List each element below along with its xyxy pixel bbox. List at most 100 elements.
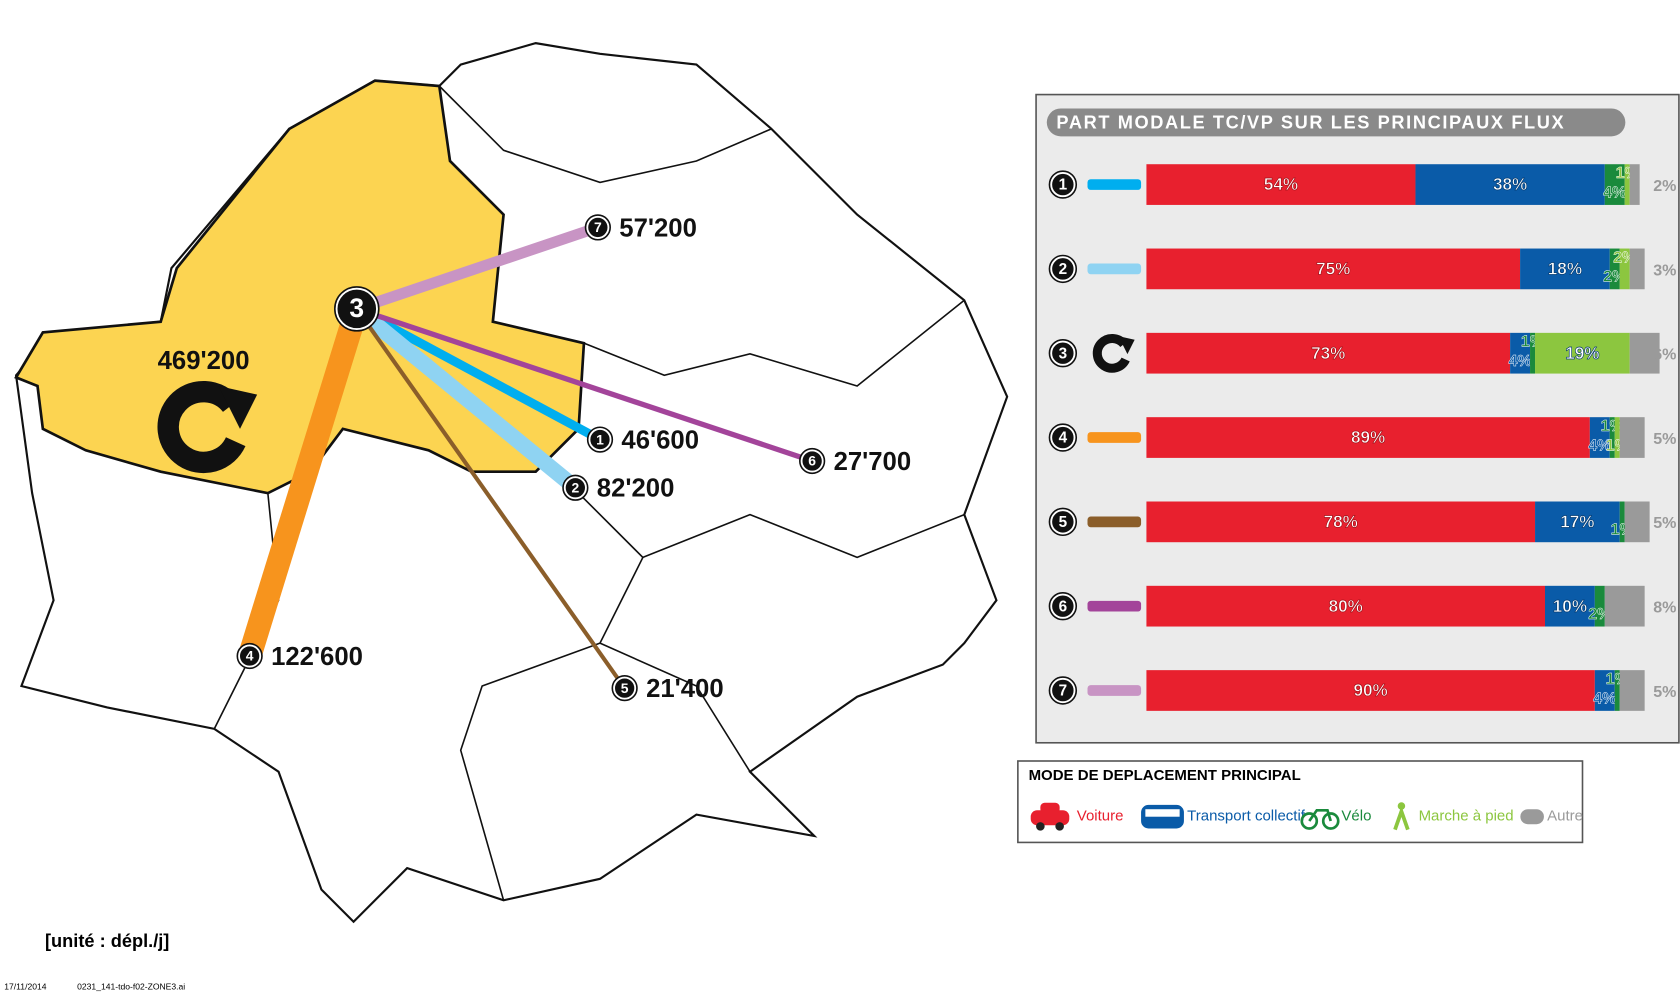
bar-segment xyxy=(1629,164,1640,205)
bar-segment xyxy=(1415,164,1605,205)
number-badge-label: 3 xyxy=(1059,345,1068,362)
legend-icon xyxy=(1145,809,1180,817)
loop-arrowhead xyxy=(218,386,258,429)
number-badge-ring xyxy=(1048,591,1078,621)
footer-date: 17/11/2014 xyxy=(4,981,46,991)
value-label: 5% xyxy=(1653,430,1676,448)
legend-icon xyxy=(1520,809,1544,825)
number-badge-label: 5 xyxy=(1059,514,1068,531)
number-badge xyxy=(1050,508,1076,535)
flow-line xyxy=(355,307,627,690)
bar-segment xyxy=(1609,248,1620,290)
map xyxy=(14,42,1009,924)
bar-segment xyxy=(1146,501,1536,543)
legend-icon xyxy=(1321,812,1340,830)
flow-swatch xyxy=(1087,516,1142,528)
value-label: 78% xyxy=(1324,511,1358,531)
number-badge xyxy=(563,476,588,500)
number-badge xyxy=(1050,677,1076,704)
number-badge-label: 6 xyxy=(808,453,816,469)
legend-icon xyxy=(1308,808,1332,822)
value-label: 75% xyxy=(1316,258,1350,278)
flow-line xyxy=(351,302,581,494)
commune-border xyxy=(438,85,772,184)
number-badge-ring xyxy=(799,447,826,475)
legend-title: MODE DE DEPLACEMENT PRINCIPAL xyxy=(1029,767,1301,784)
value-label: 5% xyxy=(1653,514,1676,532)
value-label: 10% xyxy=(1553,596,1587,616)
number-badge-label: 1 xyxy=(596,431,604,447)
commune-border xyxy=(642,513,965,559)
number-badge-ring xyxy=(1048,170,1078,199)
bar-segment xyxy=(1619,417,1645,458)
bar-segment xyxy=(1146,417,1590,458)
flow-swatch xyxy=(1087,600,1142,612)
bar-segment xyxy=(1614,417,1620,458)
chart-title-bar xyxy=(1046,108,1626,137)
legend-label: Voiture xyxy=(1077,808,1124,825)
flow-label: 57'200 xyxy=(619,214,697,242)
legend-icon xyxy=(1036,822,1045,831)
value-label: 90% xyxy=(1353,680,1387,700)
flow-label: 27'700 xyxy=(834,448,912,476)
number-badge xyxy=(1050,171,1076,198)
unit-note: [unité : dépl./j] xyxy=(45,931,169,951)
number-badge-label: 7 xyxy=(594,219,602,235)
number-badge xyxy=(588,427,612,452)
number-badge xyxy=(1050,340,1076,367)
number-badge-ring xyxy=(334,286,380,332)
number-badge-label: 6 xyxy=(1059,598,1068,615)
number-badge-ring xyxy=(236,642,263,670)
bar-segment xyxy=(1146,670,1595,711)
bar-segment xyxy=(1589,417,1610,458)
flow-swatch xyxy=(1087,179,1142,190)
value-label: 5% xyxy=(1653,683,1676,701)
value-label: 38% xyxy=(1493,174,1527,194)
number-badge-label: 2 xyxy=(1059,261,1068,278)
value-label: 17% xyxy=(1560,511,1594,531)
bar-segment xyxy=(1510,332,1531,374)
value-label: 19% xyxy=(1565,343,1599,363)
bar-segment xyxy=(1619,501,1625,543)
flow-swatch xyxy=(1087,263,1142,275)
loop-arrowhead xyxy=(1118,336,1135,355)
legend-box xyxy=(1017,760,1584,844)
number-badge xyxy=(1050,424,1076,451)
flow-swatch xyxy=(1087,685,1142,696)
bar-segment xyxy=(1545,585,1595,627)
bar-segment xyxy=(1624,501,1650,543)
flow-label: 122'600 xyxy=(271,643,363,671)
number-badge-ring xyxy=(586,426,614,453)
value-label: 4% xyxy=(1603,183,1626,201)
number-badge-ring xyxy=(562,474,589,501)
number-badge-label: 1 xyxy=(1059,177,1068,194)
commune-border xyxy=(599,642,751,773)
internal-flow-label: 469'200 xyxy=(158,347,250,375)
bar-segment xyxy=(1604,585,1645,627)
flow-line xyxy=(354,304,603,444)
number-badge-label: 4 xyxy=(246,648,254,664)
legend-icon xyxy=(1300,812,1319,830)
commune-border xyxy=(459,492,644,901)
flow-label: 82'200 xyxy=(597,475,675,503)
number-badge-label: 2 xyxy=(571,480,579,496)
bar-segment xyxy=(1594,670,1615,711)
legend-label: Marche à pied xyxy=(1419,808,1514,825)
number-badge-ring xyxy=(1048,507,1078,537)
loop-arrow xyxy=(1092,334,1130,373)
number-badge xyxy=(237,644,262,668)
bar-segment xyxy=(1146,248,1521,290)
number-badge-ring xyxy=(1048,676,1078,705)
bar-segment xyxy=(1609,417,1615,458)
bar-segment xyxy=(1146,164,1416,205)
bar-segment xyxy=(1624,164,1630,205)
region-outline xyxy=(14,42,1009,924)
number-badge-label: 5 xyxy=(621,680,629,696)
value-label: 18% xyxy=(1548,258,1582,278)
legend-icon xyxy=(1040,802,1060,814)
bar-segment xyxy=(1535,332,1630,374)
number-badge xyxy=(800,449,824,473)
loop-icon xyxy=(1092,334,1135,373)
